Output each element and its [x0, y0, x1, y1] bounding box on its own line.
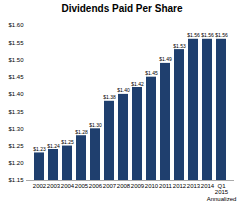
svg-text:2006: 2006: [89, 183, 103, 189]
svg-text:$1.24: $1.24: [47, 143, 60, 149]
svg-text:2007: 2007: [103, 183, 117, 189]
svg-text:Q12015Annualized: Q12015Annualized: [207, 183, 237, 202]
svg-text:$1.25: $1.25: [61, 139, 74, 145]
svg-text:$1.50: $1.50: [8, 57, 24, 63]
svg-text:$1.45: $1.45: [145, 70, 158, 76]
svg-text:$1.42: $1.42: [131, 81, 144, 87]
svg-text:$1.28: $1.28: [75, 129, 88, 135]
svg-text:2013: 2013: [187, 183, 201, 189]
svg-text:2009: 2009: [131, 183, 145, 189]
svg-text:$1.30: $1.30: [89, 122, 102, 128]
svg-text:$1.23: $1.23: [33, 146, 46, 152]
svg-text:2012: 2012: [173, 183, 187, 189]
svg-text:$1.38: $1.38: [103, 94, 116, 100]
svg-text:$1.56: $1.56: [187, 32, 200, 38]
svg-text:$1.60: $1.60: [8, 22, 24, 28]
svg-text:2002: 2002: [33, 183, 47, 189]
svg-text:$1.40: $1.40: [117, 87, 130, 93]
svg-text:$1.35: $1.35: [8, 109, 24, 115]
svg-text:$1.55: $1.55: [8, 40, 24, 46]
svg-text:$1.49: $1.49: [159, 56, 172, 62]
svg-text:$1.40: $1.40: [8, 91, 24, 97]
svg-text:$1.53: $1.53: [173, 43, 186, 49]
svg-text:$1.30: $1.30: [8, 126, 24, 132]
svg-text:2008: 2008: [117, 183, 131, 189]
svg-text:2010: 2010: [145, 183, 159, 189]
svg-text:$1.56: $1.56: [201, 32, 214, 38]
svg-text:$1.45: $1.45: [8, 74, 24, 80]
svg-text:$1.56: $1.56: [215, 32, 228, 38]
svg-text:$1.20: $1.20: [8, 160, 24, 166]
svg-text:2011: 2011: [159, 183, 173, 189]
svg-text:$1.25: $1.25: [8, 143, 24, 149]
svg-text:2004: 2004: [61, 183, 75, 189]
html-text:Dividends Paid Per Share: Dividends Paid Per Share: [61, 3, 183, 14]
svg-text:$1.15: $1.15: [8, 177, 24, 183]
svg-text:2005: 2005: [75, 183, 89, 189]
svg-text:2014: 2014: [201, 183, 215, 189]
svg-text:2003: 2003: [47, 183, 61, 189]
